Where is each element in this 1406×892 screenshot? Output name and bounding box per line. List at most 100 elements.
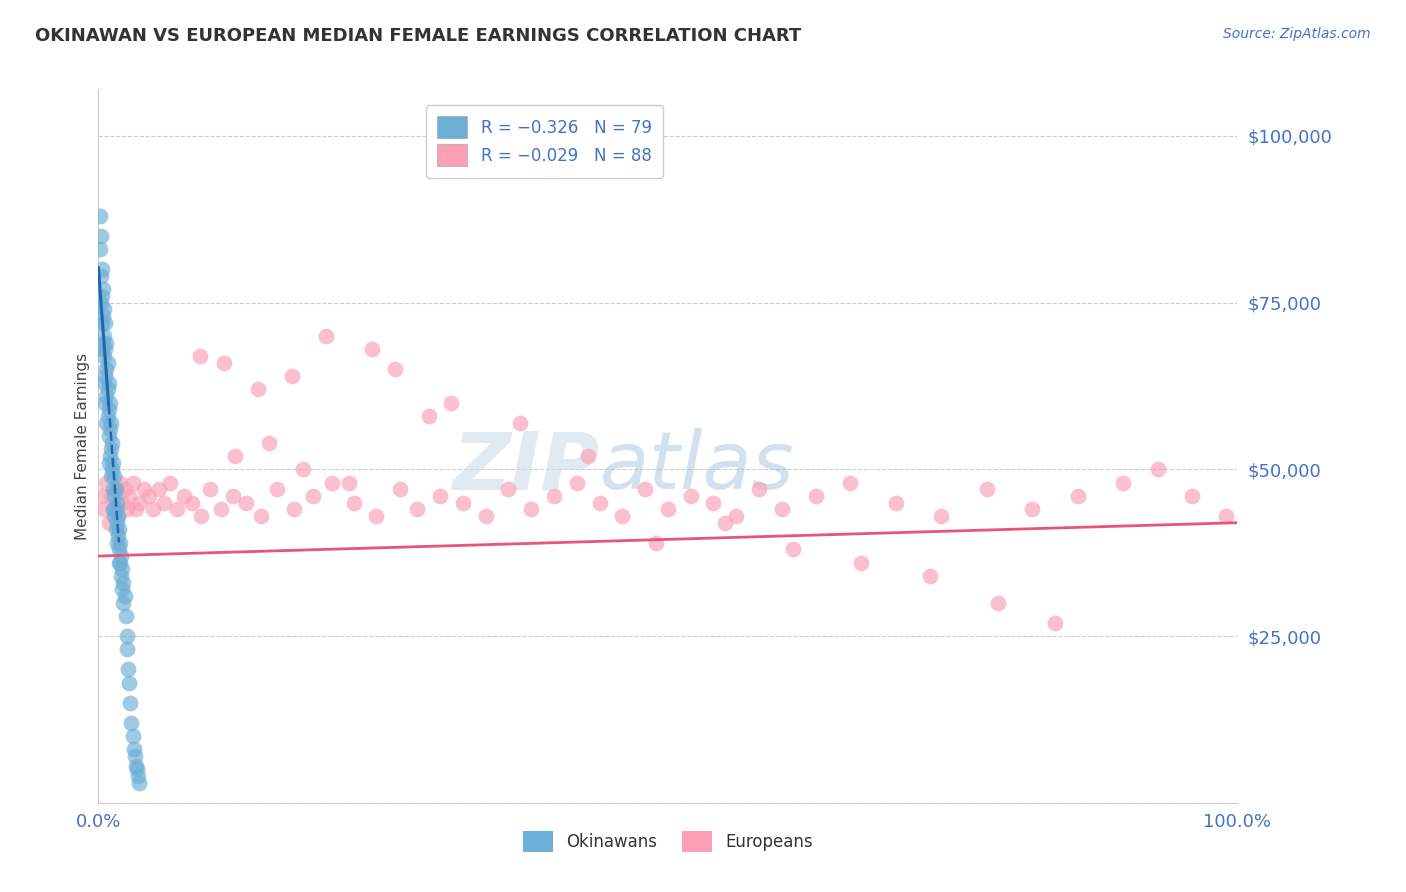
Point bbox=[565, 475, 588, 490]
Point bbox=[108, 535, 131, 549]
Point bbox=[100, 416, 122, 430]
Point bbox=[90, 289, 112, 303]
Point bbox=[782, 542, 804, 557]
Point bbox=[281, 368, 304, 383]
Point bbox=[679, 489, 702, 503]
Point bbox=[576, 449, 599, 463]
Point bbox=[108, 556, 131, 570]
Point bbox=[94, 395, 117, 409]
Point bbox=[1067, 489, 1090, 503]
Point bbox=[90, 316, 112, 330]
Point bbox=[440, 395, 463, 409]
Point bbox=[97, 456, 120, 470]
Point bbox=[714, 516, 737, 530]
Point bbox=[96, 335, 118, 350]
Point bbox=[283, 502, 305, 516]
Point bbox=[104, 483, 127, 497]
Point bbox=[748, 483, 770, 497]
Point bbox=[406, 502, 429, 516]
Point bbox=[198, 483, 221, 497]
Point bbox=[1043, 615, 1066, 630]
Point bbox=[342, 496, 364, 510]
Point bbox=[111, 496, 134, 510]
Point bbox=[103, 483, 125, 497]
Point bbox=[105, 496, 128, 510]
Point bbox=[250, 509, 273, 524]
Point bbox=[97, 376, 120, 390]
Point bbox=[108, 475, 131, 490]
Point bbox=[100, 489, 122, 503]
Point bbox=[128, 776, 150, 790]
Point bbox=[321, 475, 343, 490]
Point bbox=[1146, 462, 1168, 476]
Point bbox=[124, 749, 146, 764]
Point bbox=[657, 502, 679, 516]
Point bbox=[104, 483, 127, 497]
Point bbox=[132, 483, 155, 497]
Point bbox=[94, 316, 117, 330]
Point bbox=[1181, 489, 1204, 503]
Point bbox=[107, 509, 129, 524]
Point bbox=[1021, 502, 1043, 516]
Point bbox=[222, 489, 245, 503]
Point bbox=[96, 362, 118, 376]
Point bbox=[117, 662, 139, 676]
Point bbox=[246, 382, 269, 396]
Point bbox=[104, 522, 127, 536]
Point bbox=[180, 496, 202, 510]
Point bbox=[266, 483, 288, 497]
Point bbox=[108, 542, 131, 557]
Point bbox=[1215, 509, 1237, 524]
Point bbox=[520, 502, 543, 516]
Text: atlas: atlas bbox=[599, 428, 794, 507]
Point bbox=[108, 522, 131, 536]
Point bbox=[107, 509, 129, 524]
Point bbox=[121, 729, 143, 743]
Point bbox=[360, 343, 382, 357]
Point bbox=[429, 489, 451, 503]
Point bbox=[543, 489, 565, 503]
Point bbox=[474, 509, 496, 524]
Point bbox=[634, 483, 657, 497]
Point bbox=[122, 742, 145, 756]
Point bbox=[112, 596, 135, 610]
Point bbox=[100, 469, 122, 483]
Point bbox=[235, 496, 257, 510]
Point bbox=[125, 759, 148, 773]
Point bbox=[190, 509, 212, 524]
Point bbox=[987, 596, 1010, 610]
Point bbox=[97, 516, 120, 530]
Text: ZIP: ZIP bbox=[453, 428, 599, 507]
Point bbox=[384, 362, 406, 376]
Point bbox=[337, 475, 360, 490]
Text: OKINAWAN VS EUROPEAN MEDIAN FEMALE EARNINGS CORRELATION CHART: OKINAWAN VS EUROPEAN MEDIAN FEMALE EARNI… bbox=[35, 27, 801, 45]
Point bbox=[976, 483, 998, 497]
Point bbox=[588, 496, 610, 510]
Point bbox=[153, 496, 176, 510]
Point bbox=[212, 356, 235, 370]
Point bbox=[93, 502, 115, 516]
Point bbox=[115, 629, 138, 643]
Point bbox=[918, 569, 941, 583]
Point bbox=[725, 509, 748, 524]
Point bbox=[101, 462, 124, 476]
Point bbox=[224, 449, 246, 463]
Point bbox=[389, 483, 412, 497]
Point bbox=[96, 389, 118, 403]
Point bbox=[121, 475, 143, 490]
Point bbox=[159, 475, 181, 490]
Point bbox=[112, 575, 135, 590]
Point bbox=[103, 469, 125, 483]
Point bbox=[91, 309, 114, 323]
Point bbox=[93, 329, 115, 343]
Point bbox=[103, 502, 125, 516]
Point bbox=[259, 435, 281, 450]
Point bbox=[98, 422, 121, 436]
Point bbox=[125, 502, 148, 516]
Point bbox=[128, 496, 150, 510]
Point bbox=[90, 343, 112, 357]
Point bbox=[148, 483, 170, 497]
Point bbox=[612, 509, 634, 524]
Point bbox=[301, 489, 323, 503]
Point bbox=[418, 409, 440, 423]
